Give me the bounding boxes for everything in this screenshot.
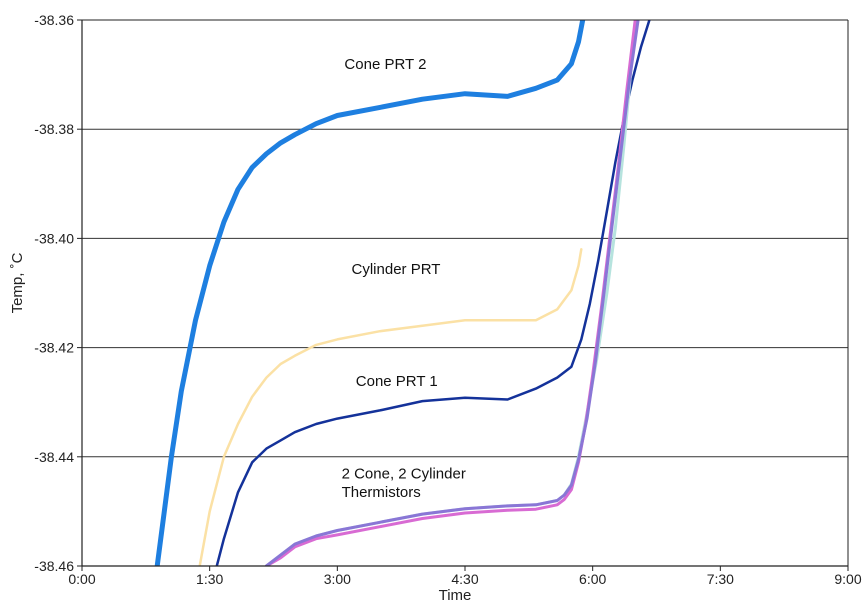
series-annotation: Cylinder PRT — [352, 261, 441, 278]
x-tick-labels: 0:00 1:30 3:00 4:30 6:00 7:30 9:00 — [68, 571, 861, 587]
series-line-2 — [198, 248, 583, 566]
series-line-6 — [264, 20, 640, 566]
series-annotation: 2 Cone, 2 Cylinder — [342, 466, 466, 483]
x-tick-label: 0:00 — [68, 571, 95, 587]
series-line-3 — [215, 20, 651, 566]
y-tick-label: -38.46 — [34, 558, 74, 574]
y-tick-label: -38.36 — [34, 12, 74, 28]
series-line-5 — [264, 20, 637, 566]
y-tick-label: -38.44 — [34, 449, 74, 465]
x-axis-title: Time — [439, 587, 472, 604]
plot-frame — [77, 19, 849, 571]
annotations: Cone PRT 2 Cylinder PRT Cone PRT 1 2 Cone, … — [342, 56, 466, 501]
y-tick-label: -38.38 — [34, 121, 74, 137]
y-tick-label: -38.42 — [34, 340, 74, 356]
series-annotation: Thermistors — [342, 484, 421, 501]
series-line-4 — [264, 20, 637, 566]
y-tick-label: -38.40 — [34, 230, 74, 246]
series-line-1 — [154, 20, 586, 566]
x-tick-label: 4:30 — [451, 571, 478, 587]
y-tick-labels: -38.36 -38.38 -38.40 -38.42 -38.44 -38.46 — [34, 12, 74, 574]
gridlines — [82, 19, 848, 567]
y-axis-title: Temp, ˚C — [9, 252, 26, 313]
x-tick-label: 7:30 — [707, 571, 734, 587]
x-tick-label: 9:00 — [834, 571, 861, 587]
series-annotation: Cone PRT 2 — [344, 56, 426, 73]
x-tick-label: 3:00 — [324, 571, 351, 587]
x-tick-label: 1:30 — [196, 571, 223, 587]
x-tick-label: 6:00 — [579, 571, 606, 587]
series-lines — [154, 20, 651, 566]
series-annotation: Cone PRT 1 — [356, 373, 438, 390]
